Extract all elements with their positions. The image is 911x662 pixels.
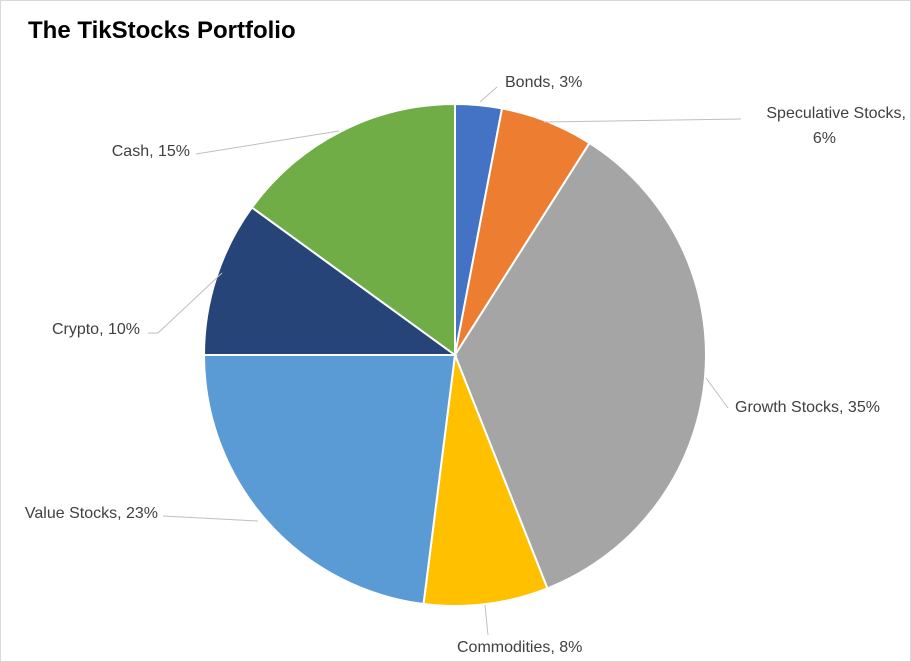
data-label-crypto: Crypto, 10% [52, 321, 140, 338]
pie-slice-growth-stocks [453, 141, 707, 590]
leader-line-commodities [484, 604, 489, 636]
data-labels: Bonds, 3% Speculative Stocks, 6% Growth Sto… [25, 74, 906, 656]
leader-line-bonds [479, 86, 498, 103]
leader-line-crypto [148, 272, 223, 334]
data-label-growth-stocks: Growth Stocks, 35% [735, 399, 880, 416]
data-label-cash: Cash, 15% [112, 143, 190, 160]
pie-slice-crypto [202, 206, 459, 356]
pie-slice-cash [250, 102, 456, 357]
leader-line-value-stocks [162, 515, 259, 522]
chart-title: The TikStocks Portfolio [28, 17, 296, 44]
leader-line-speculative-stocks [543, 118, 742, 123]
pie-slices [202, 102, 707, 607]
data-label-bonds: Bonds, 3% [505, 74, 582, 91]
data-label-commodities: Commodities, 8% [457, 639, 582, 656]
leader-line-cash [195, 130, 340, 155]
pie-slice-commodities [422, 354, 549, 607]
data-label-speculative-stocks: Speculative Stocks, 6% [766, 105, 906, 147]
leader-line-growth-stocks [705, 377, 729, 409]
data-label-value-stocks: Value Stocks, 23% [25, 505, 158, 522]
pie-slice-value-stocks [202, 354, 457, 606]
